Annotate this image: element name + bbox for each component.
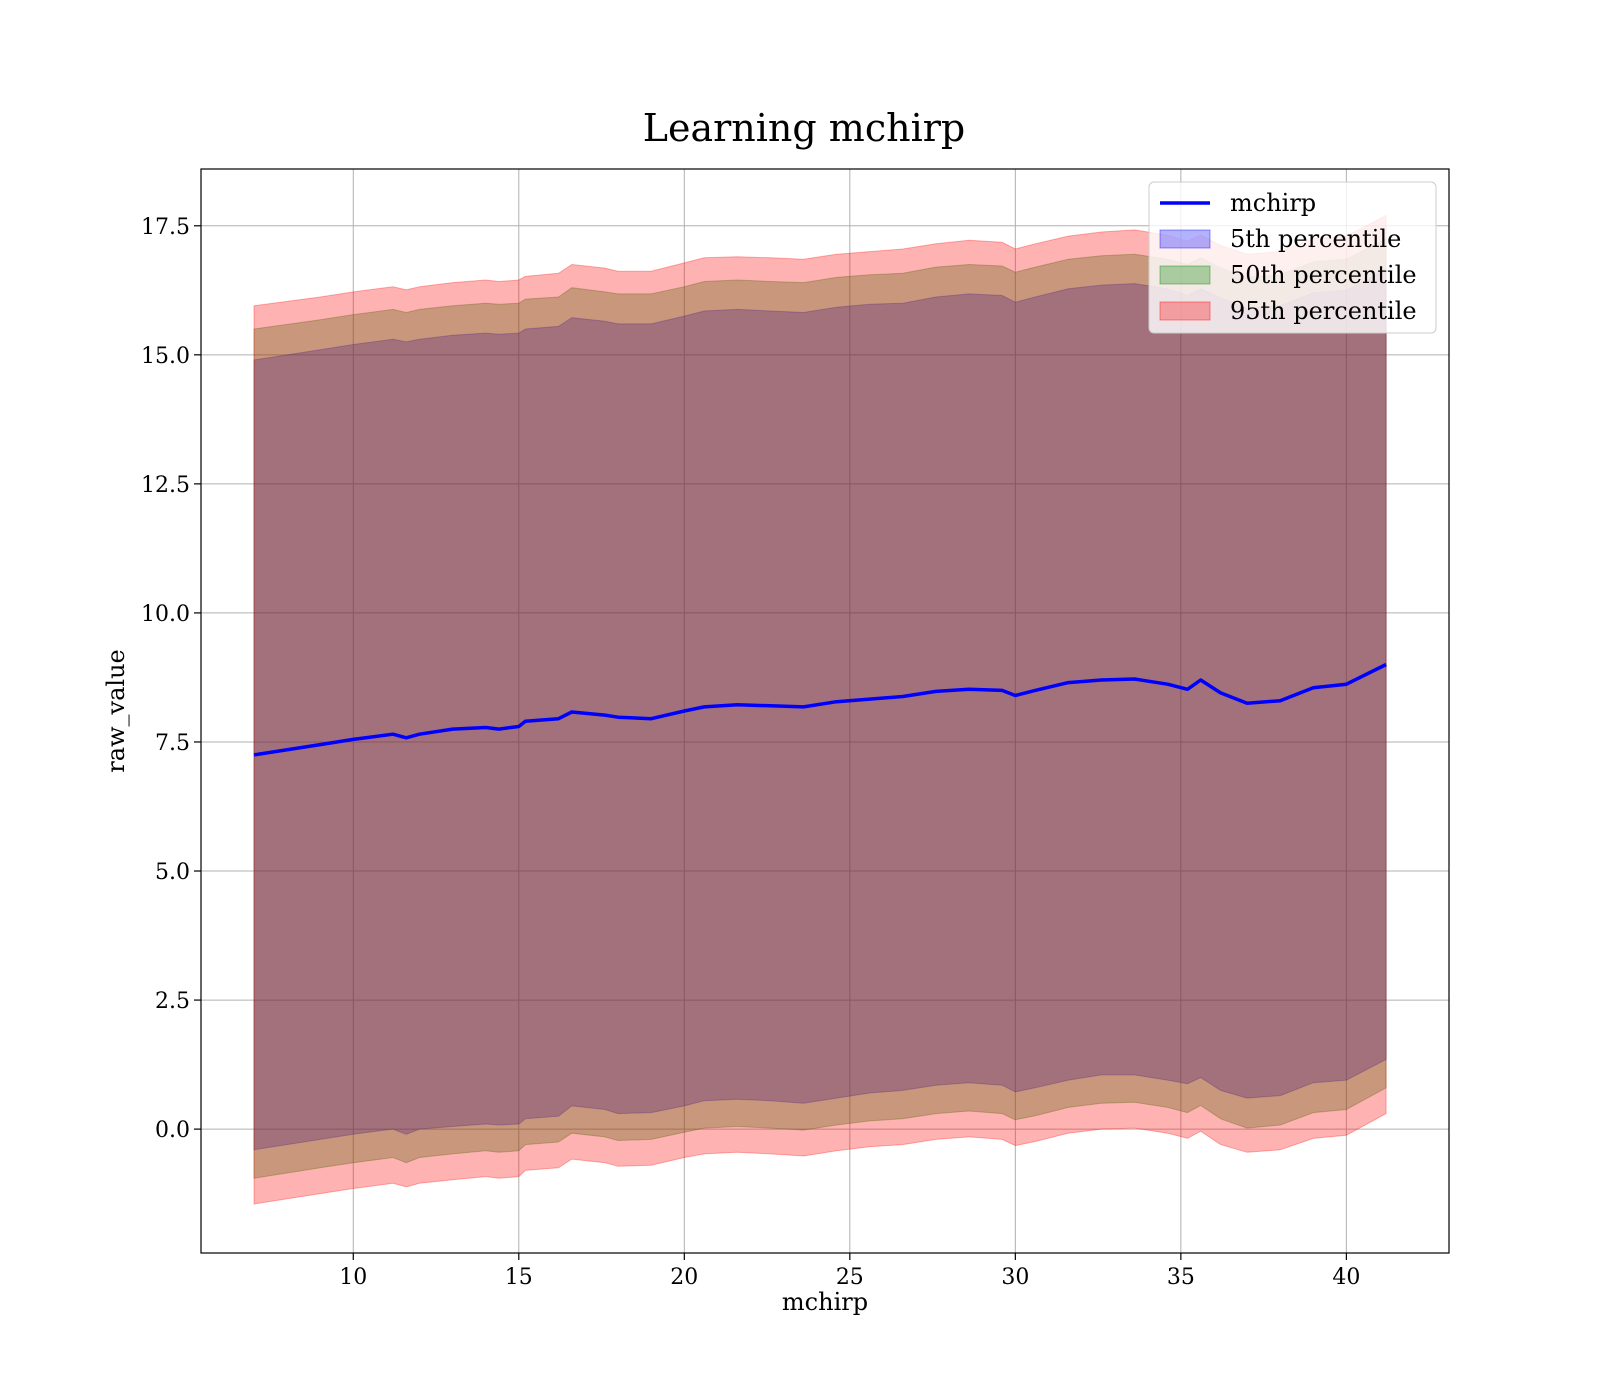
plot-frame <box>200 168 1450 1254</box>
y-tick-label: 2.5 <box>155 989 190 1014</box>
x-axis-label: mchirp <box>782 1288 868 1316</box>
x-tick-label: 20 <box>670 1265 698 1290</box>
grid <box>201 169 1449 1253</box>
x-tick-label: 35 <box>1167 1265 1195 1290</box>
legend-swatch <box>1159 265 1211 285</box>
chart-title: Learning mchirp <box>643 106 965 150</box>
bands <box>253 214 1387 1205</box>
x-tick-label: 30 <box>1001 1265 1029 1290</box>
band-5th-percentile <box>253 268 1387 1151</box>
band-50th-percentile <box>253 237 1387 1179</box>
legend-label: mchirp <box>1230 189 1316 217</box>
y-tick-label: 15.0 <box>141 344 190 369</box>
legend-label: 95th percentile <box>1230 297 1417 325</box>
y-axis-label: raw_value <box>102 649 130 773</box>
legend-swatch <box>1159 301 1211 321</box>
legend-label: 50th percentile <box>1230 261 1417 289</box>
y-tick-label: 7.5 <box>155 731 190 756</box>
legend-box <box>1148 181 1437 334</box>
x-tick-label: 40 <box>1332 1265 1360 1290</box>
legend: mchirp 5th percentile 50th percentile 95th … <box>1148 181 1437 334</box>
y-axis: 0.0 2.5 5.0 7.5 10.0 12.5 15.0 17.5 <box>141 215 201 1143</box>
legend-swatch <box>1159 229 1211 249</box>
y-tick-label: 5.0 <box>155 860 190 885</box>
lines <box>253 662 1387 757</box>
x-tick-label: 25 <box>836 1265 864 1290</box>
y-tick-label: 12.5 <box>141 473 190 498</box>
x-axis: 10 15 20 25 30 35 40 <box>339 1253 1360 1290</box>
x-tick-label: 15 <box>505 1265 533 1290</box>
line-mchirp <box>253 662 1387 757</box>
y-tick-label: 17.5 <box>141 215 190 240</box>
band-95th-percentile <box>253 214 1387 1205</box>
x-tick-label: 10 <box>339 1265 367 1290</box>
legend-label: 5th percentile <box>1230 225 1401 253</box>
y-tick-label: 0.0 <box>155 1118 190 1143</box>
y-tick-label: 10.0 <box>141 602 190 627</box>
